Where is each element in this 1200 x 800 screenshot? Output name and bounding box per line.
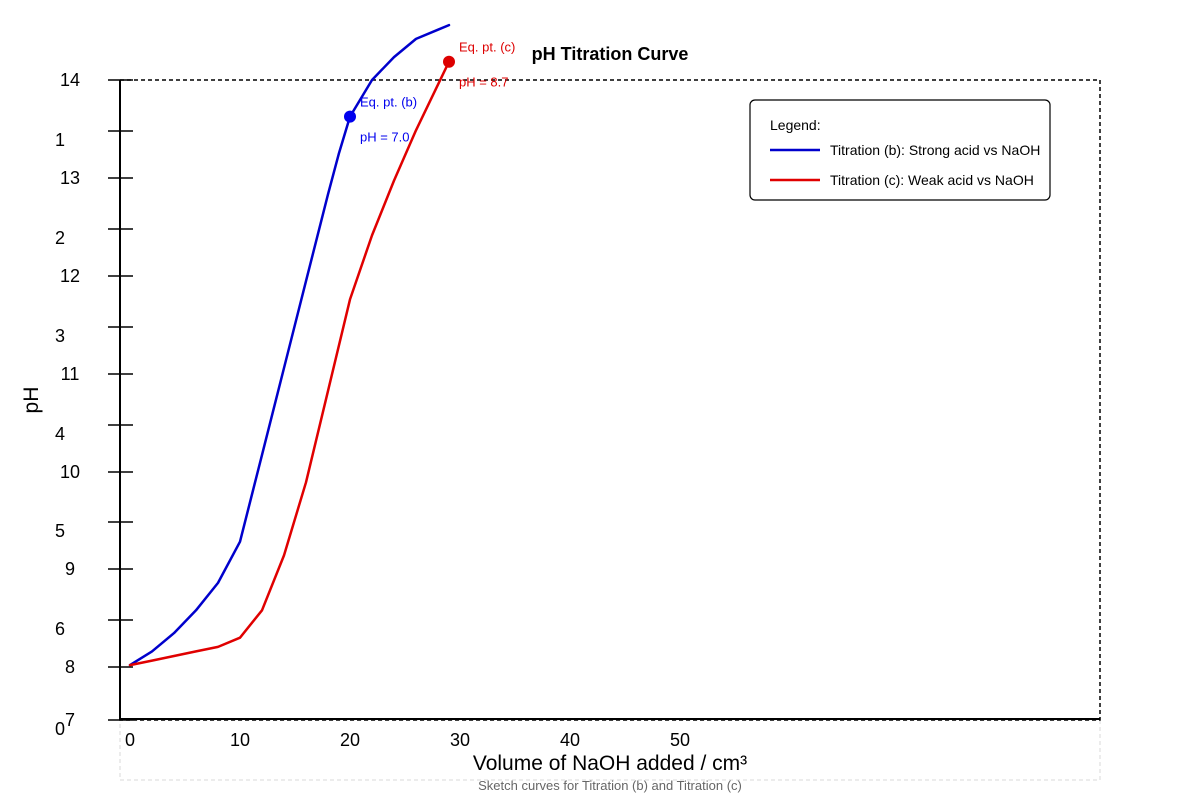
x-axis-label: Volume of NaOH added / cm³ <box>473 752 747 775</box>
y-axis-label: pH <box>20 387 43 414</box>
y-tick-label: 12 <box>60 266 80 286</box>
chart-title: pH Titration Curve <box>532 44 689 64</box>
x-tick-label: 30 <box>450 730 470 750</box>
y-tick-label-secondary: 3 <box>55 326 65 346</box>
y-tick-label: 11 <box>61 364 80 384</box>
x-tick-label: 10 <box>230 730 250 750</box>
y-tick-label-secondary: 6 <box>55 619 65 639</box>
y-tick-label-secondary: 2 <box>55 228 65 248</box>
y-tick-label: 9 <box>65 559 75 579</box>
eq-point-label: Eq. pt. (b) <box>360 95 417 110</box>
y-tick-label-secondary: 1 <box>55 130 65 150</box>
y-tick-label-secondary: 5 <box>55 521 65 541</box>
eq-point-ph-label: pH = 7.0 <box>360 130 410 145</box>
x-tick-label: 0 <box>125 730 135 750</box>
x-tick-label: 40 <box>560 730 580 750</box>
x-tick-label: 20 <box>340 730 360 750</box>
x-tick-label: 50 <box>670 730 690 750</box>
eq-point-label: Eq. pt. (c) <box>459 40 515 55</box>
series-line-c <box>128 60 451 667</box>
legend: Legend: Titration (b): Strong acid vs Na… <box>749 99 1051 201</box>
legend-entry-b: Titration (b): Strong acid vs NaOH <box>830 142 1040 158</box>
y-tick-label-secondary: 4 <box>55 424 65 444</box>
legend-box <box>749 99 1051 201</box>
eq-point-b-marker <box>344 110 356 123</box>
y-tick-label: 14 <box>60 70 80 90</box>
y-tick-label: 8 <box>65 657 75 677</box>
series-line-b <box>128 23 451 667</box>
chart-caption: Sketch curves for Titration (b) and Titr… <box>478 778 742 793</box>
y-tick-label-secondary: 0 <box>55 719 65 739</box>
y-tick-label: 7 <box>65 710 75 730</box>
y-tick-label: 10 <box>60 462 80 482</box>
y-tick-label: 13 <box>60 168 80 188</box>
eq-point-ph-label: pH = 8.7 <box>459 75 509 90</box>
legend-title: Legend: <box>770 117 821 133</box>
legend-entry-c: Titration (c): Weak acid vs NaOH <box>830 172 1034 188</box>
eq-point-c-marker <box>443 55 455 68</box>
